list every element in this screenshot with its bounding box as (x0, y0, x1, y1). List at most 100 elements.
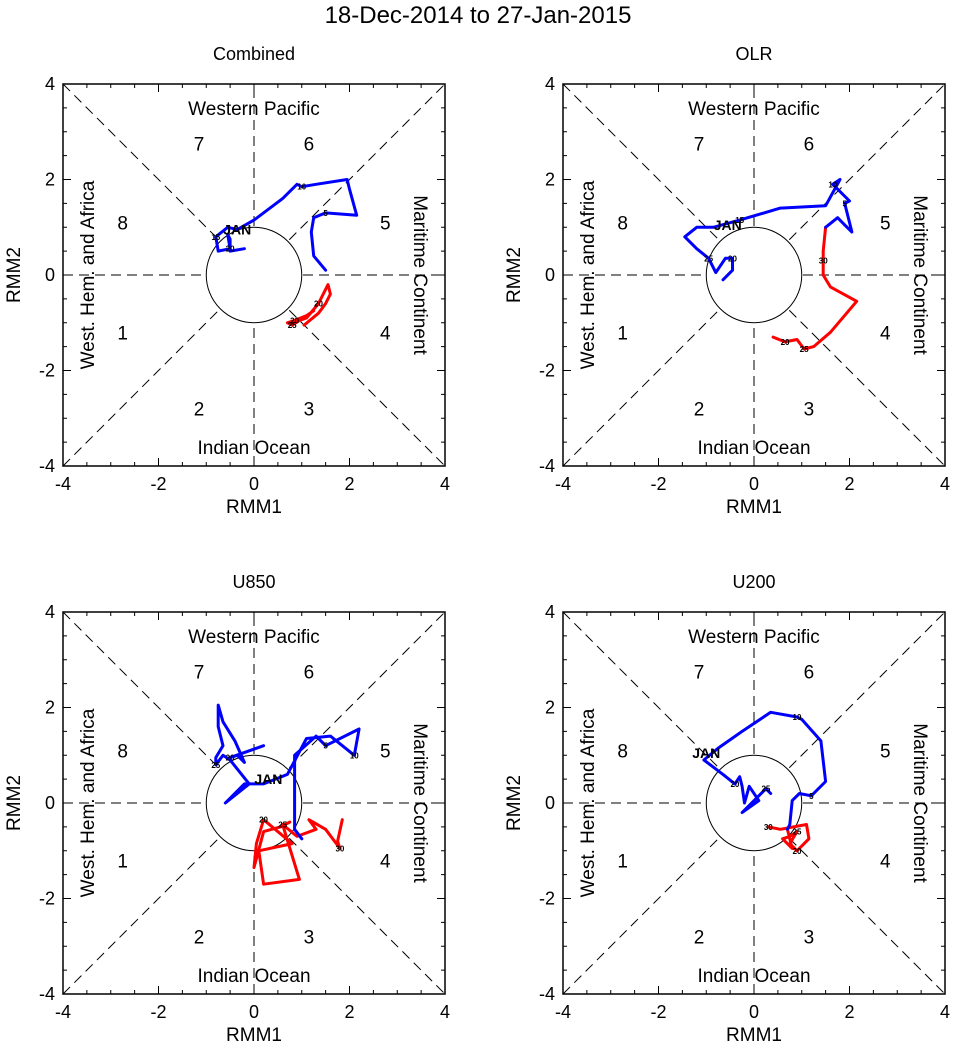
y-tick-label: -2 (39, 889, 55, 909)
x-tick-label: 4 (940, 1002, 950, 1022)
phase-label-4: 4 (380, 851, 391, 872)
y-tick-label: 4 (45, 602, 55, 622)
phase-label-5: 5 (880, 213, 891, 234)
region-label-left: West. Hem. and Africa (578, 180, 599, 369)
day-label: 20 (793, 847, 802, 856)
diagonal-guide (62, 83, 446, 467)
y-axis-label: RMM2 (4, 775, 25, 831)
region-label-right: Maritime Continent (409, 723, 430, 883)
series-line-december (252, 818, 344, 886)
phase-label-2: 2 (194, 928, 205, 949)
x-tick-label: 2 (844, 474, 854, 494)
series-line-january (214, 178, 359, 272)
day-label: 30 (764, 823, 773, 832)
day-label: 15 (211, 233, 220, 242)
phase-label-4: 4 (380, 323, 391, 344)
x-tick-label: 2 (844, 1002, 854, 1022)
phase-label-2: 2 (694, 928, 705, 949)
day-label: 5 (842, 199, 847, 208)
diagonal-guide (62, 611, 446, 995)
y-axis-label: RMM2 (504, 775, 525, 831)
day-label: 20 (226, 754, 235, 763)
y-tick-label: 0 (45, 793, 55, 813)
phase-label-3: 3 (304, 928, 315, 949)
phase-label-1: 1 (617, 851, 628, 872)
series-line-december (771, 225, 859, 351)
day-label: 30 (819, 257, 828, 266)
region-label-bottom: Indian Ocean (697, 438, 810, 459)
day-label: 25 (288, 321, 297, 330)
day-label: 20 (314, 300, 323, 309)
y-axis-label: RMM2 (4, 247, 25, 303)
x-axis-label: RMM1 (226, 497, 282, 518)
x-tick-label: 0 (749, 474, 759, 494)
day-label: 20 (290, 316, 299, 325)
y-tick-label: 0 (545, 793, 555, 813)
day-label: 20 (730, 780, 739, 789)
diagonal-guide (562, 83, 946, 467)
series-line-january (702, 710, 828, 831)
unit-circle (205, 226, 303, 324)
month-label-jan: JAN (714, 217, 742, 233)
chart-title: U200 (732, 572, 775, 592)
x-axis-label: RMM1 (726, 1025, 782, 1046)
diagonal-guide (562, 611, 946, 995)
phase-label-5: 5 (880, 741, 891, 762)
y-tick-label: -2 (39, 361, 55, 381)
y-tick-label: -4 (39, 456, 55, 476)
region-label-top: Western Pacific (188, 99, 320, 120)
x-axis-label: RMM1 (226, 1025, 282, 1046)
phase-label-1: 1 (117, 323, 128, 344)
day-label: 10 (793, 713, 802, 722)
phase-label-3: 3 (304, 400, 315, 421)
chart-title: Combined (213, 44, 295, 64)
region-label-bottom: Indian Ocean (197, 438, 310, 459)
region-label-bottom: Indian Ocean (197, 966, 310, 987)
phase-label-5: 5 (380, 741, 391, 762)
phase-label-1: 1 (117, 851, 128, 872)
phase-label-6: 6 (304, 663, 315, 684)
region-label-left: West. Hem. and Africa (78, 708, 99, 897)
region-label-right: Maritime Continent (909, 195, 930, 355)
day-label: 20 (259, 816, 268, 825)
chart-panel-u200: U200 -4 -2 0 2 4 -4 -2 0 2 4 RMM1 RMM2 Western Pacifi… (504, 572, 950, 1046)
unit-circle (705, 226, 803, 324)
phase-label-8: 8 (117, 741, 128, 762)
x-tick-label: 4 (440, 1002, 450, 1022)
phase-label-4: 4 (880, 851, 891, 872)
y-tick-label: 0 (45, 265, 55, 285)
day-label: 25 (793, 828, 802, 837)
chart-panel-olr: OLR -4 -2 0 2 4 -4 -2 0 2 4 RMM1 RMM2 Western Pacific… (504, 44, 950, 518)
x-tick-label: 2 (344, 1002, 354, 1022)
series-line-january (683, 178, 854, 282)
phase-label-5: 5 (380, 213, 391, 234)
day-label: 10 (297, 183, 306, 192)
x-tick-label: 2 (344, 474, 354, 494)
y-tick-label: 4 (545, 74, 555, 94)
x-tick-label: -4 (55, 1002, 71, 1022)
phase-label-8: 8 (617, 213, 628, 234)
region-label-top: Western Pacific (688, 99, 820, 120)
y-tick-label: -2 (539, 889, 555, 909)
phase-label-8: 8 (117, 213, 128, 234)
day-label: 15 (735, 216, 744, 225)
chart-panel-combined: Combined -4 -2 0 2 4 -4 -2 0 2 4 RMM1 RMM2 Western Pa… (4, 44, 450, 518)
day-label: 30 (335, 844, 344, 853)
x-tick-label: -4 (555, 474, 571, 494)
y-tick-label: 2 (545, 170, 555, 190)
phase-label-6: 6 (304, 135, 315, 156)
diagonal-guide (562, 611, 946, 995)
page-title: 18-Dec-2014 to 27-Jan-2015 (325, 2, 632, 29)
day-label: 25 (704, 254, 713, 263)
chart-panel-u850: U850 -4 -2 0 2 4 -4 -2 0 2 4 RMM1 RMM2 Western Pacifi… (4, 572, 450, 1046)
x-tick-label: -2 (650, 1002, 666, 1022)
x-tick-label: -4 (55, 474, 71, 494)
phase-label-1: 1 (617, 323, 628, 344)
month-label-jan: JAN (692, 745, 720, 761)
x-tick-label: 4 (440, 474, 450, 494)
y-tick-label: -4 (539, 984, 555, 1004)
y-tick-label: 4 (45, 74, 55, 94)
day-label: 5 (323, 742, 328, 751)
y-tick-label: 4 (545, 602, 555, 622)
